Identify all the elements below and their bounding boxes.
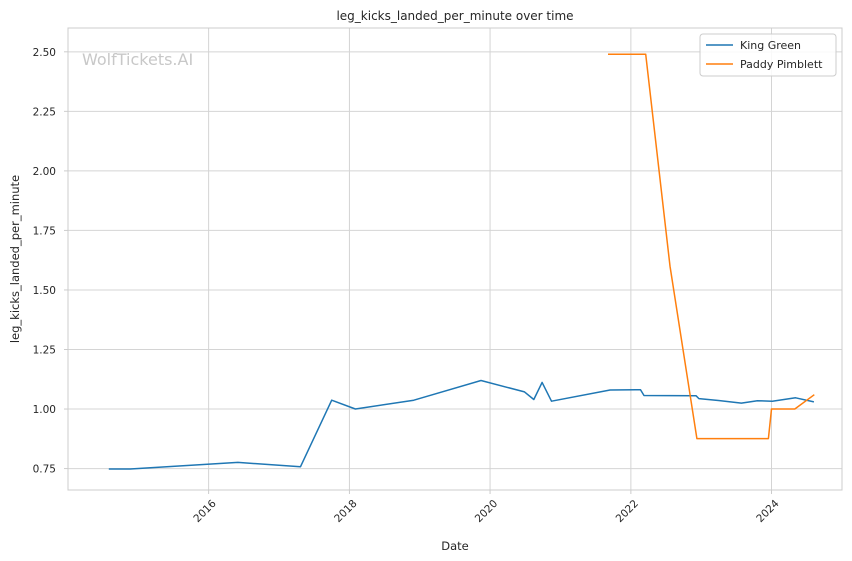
plot-background xyxy=(68,28,842,490)
y-tick-label: 2.25 xyxy=(33,106,56,118)
watermark: WolfTickets.AI xyxy=(82,50,193,69)
x-axis-label: Date xyxy=(441,539,469,553)
x-tick-label: 2020 xyxy=(473,498,500,525)
y-tick-label: 2.50 xyxy=(33,47,56,59)
y-tick-label: 1.50 xyxy=(33,285,56,297)
y-tick-label: 1.25 xyxy=(33,344,56,356)
legend-label-king-green: King Green xyxy=(740,39,801,52)
x-tick-label: 2016 xyxy=(191,497,219,525)
y-tick-label: 1.00 xyxy=(33,404,56,416)
x-tick-label: 2018 xyxy=(332,498,359,525)
y-axis-ticks: 0.75 1.00 1.25 1.50 1.75 2.00 2.25 2.50 xyxy=(33,47,68,476)
y-tick-label: 1.75 xyxy=(33,225,56,237)
legend-label-paddy-pimblett: Paddy Pimblett xyxy=(740,58,823,71)
x-tick-label: 2024 xyxy=(754,497,782,525)
y-tick-label: 0.75 xyxy=(33,464,56,476)
legend-box xyxy=(699,33,837,77)
x-axis-ticks: 2016 2018 2020 2022 2024 xyxy=(191,490,782,525)
chart-title: leg_kicks_landed_per_minute over time xyxy=(336,9,573,23)
y-axis-label: leg_kicks_landed_per_minute xyxy=(8,175,22,343)
series-lines xyxy=(108,53,815,470)
plot-frame xyxy=(67,27,843,491)
series-line-paddy-pimblett xyxy=(608,53,815,440)
legend: King Green Paddy Pimblett xyxy=(699,33,837,77)
series-line-king-green xyxy=(108,379,815,470)
x-tick-label: 2022 xyxy=(614,498,641,525)
y-tick-label: 2.00 xyxy=(33,166,56,178)
